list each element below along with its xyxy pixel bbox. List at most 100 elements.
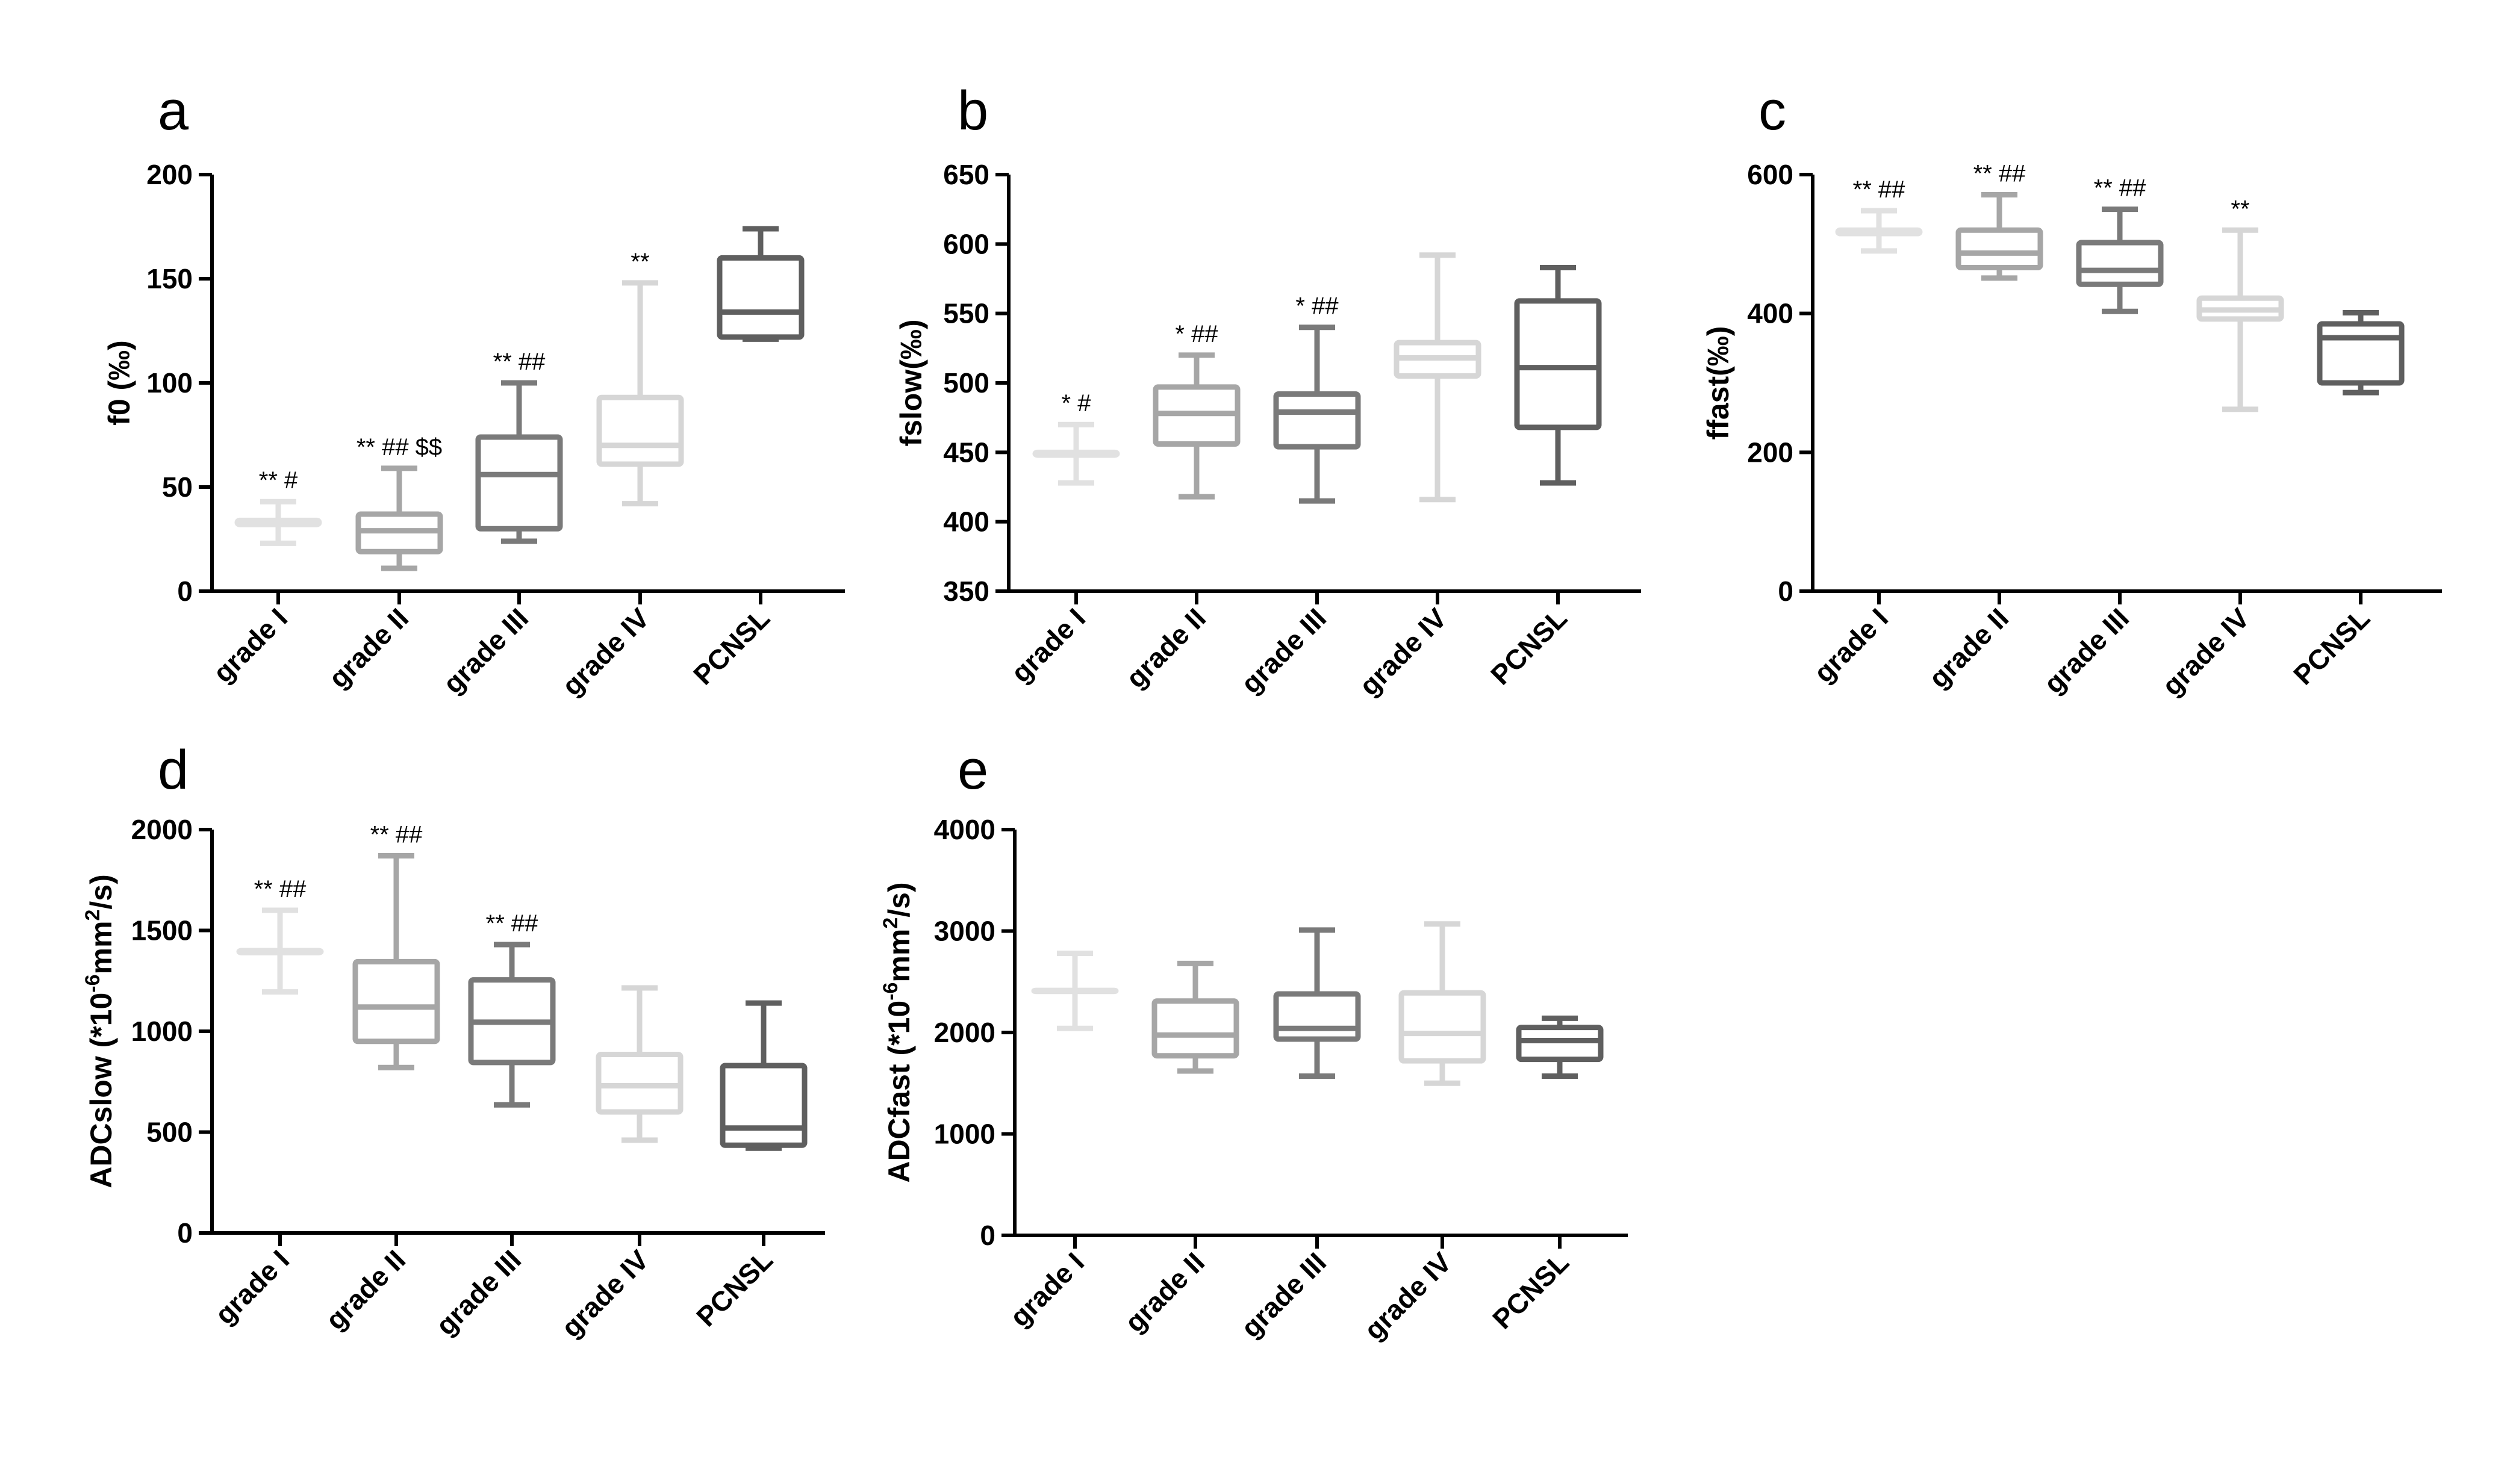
box-grade-ii (1955, 191, 2043, 281)
significance-annotation: ** ## (1973, 160, 2026, 187)
y-tick-label: 200 (1747, 436, 1793, 468)
y-tick-label: 400 (943, 506, 989, 538)
y-tick-label: 500 (146, 1117, 193, 1148)
y-label-part: mm (84, 921, 118, 975)
x-category-label: grade IV (1353, 602, 1453, 701)
x-category-label: grade IV (1358, 1246, 1457, 1346)
significance-annotation: * # (1062, 390, 1092, 417)
x-category-label: PCNSL (1484, 602, 1573, 691)
x-category-label: grade II (323, 602, 414, 694)
x-category-label: grade II (320, 1244, 411, 1335)
significance-annotation: ** (631, 249, 649, 275)
iqr-box (1273, 391, 1361, 450)
x-category-label: PCNSL (1486, 1246, 1575, 1335)
y-tick-label: 0 (177, 1217, 193, 1249)
iqr-box (1516, 1025, 1604, 1063)
iqr-box (720, 1063, 808, 1148)
x-category-label: grade III (430, 1244, 527, 1341)
panel-a: a 0 50 100 150 200 f0 (‰) grade I ** # grade II **… (102, 80, 845, 701)
iqr-box (475, 434, 563, 532)
box-grade-iv (596, 280, 684, 507)
y-tick-label: 500 (943, 367, 989, 399)
panel-d: d 0 500 1000 1500 2000 ADCslow (*10-6mm2/s) gra… (81, 739, 825, 1343)
y-tick-label: 1000 (131, 1016, 193, 1047)
y-axis-label: fslow(‰) (894, 319, 928, 446)
box-pcnsl (720, 1000, 808, 1151)
y-tick-label: 1000 (934, 1119, 995, 1150)
box-grade-iii (2076, 206, 2164, 314)
panel-c: c 0 200 400 600 ffast(‰) grade I ** ## grade II *… (1701, 80, 2442, 701)
box-pcnsl (1516, 1015, 1604, 1079)
iqr-box (1151, 998, 1239, 1059)
x-category-label: PCNSL (690, 1244, 779, 1332)
significance-annotation: ** (2231, 196, 2249, 222)
y-label-part: ADCfast (*10 (882, 1001, 916, 1183)
panel-letter: d (158, 739, 188, 801)
y-tick-label: 550 (943, 298, 989, 329)
panel-letter: a (158, 80, 189, 141)
box-pcnsl (2317, 310, 2405, 396)
panel-e: e 0 1000 2000 3000 4000 ADCfast (*10-6mm2/s) gr… (879, 739, 1628, 1346)
box-grade-iii (468, 942, 556, 1108)
y-tick-label: 2000 (131, 814, 193, 845)
y-label-superscript: -6 (81, 974, 104, 992)
y-tick-label: 600 (1747, 159, 1793, 190)
significance-annotation: ** ## (370, 822, 423, 848)
x-category-label: grade III (1235, 1246, 1332, 1343)
panel-letter: c (1758, 80, 1786, 141)
x-category-label: PCNSL (2287, 602, 2376, 691)
y-axis-label: f0 (‰) (102, 340, 136, 426)
x-category-label: grade I (1808, 602, 1894, 688)
iqr-box (2317, 321, 2405, 386)
box-grade-i (1032, 421, 1120, 486)
box-grade-iv (1394, 252, 1481, 503)
significance-annotation: ** ## (254, 876, 307, 902)
box-grade-iii (475, 380, 563, 544)
x-category-label: grade I (207, 602, 293, 688)
y-tick-label: 100 (146, 367, 193, 399)
box-grade-i (236, 907, 324, 995)
y-tick-label: 200 (146, 159, 193, 190)
y-tick-label: 0 (1778, 576, 1793, 607)
y-label-part: /s) (84, 874, 118, 909)
iqr-box (596, 394, 684, 467)
y-axis-label: ADCfast (*10-6mm2/s) (879, 882, 916, 1182)
y-label-part: /s) (882, 882, 916, 917)
x-category-label: grade IV (556, 602, 655, 701)
significance-annotation: ** ## (486, 910, 538, 937)
iqr-box (2076, 240, 2164, 287)
y-tick-label: 650 (943, 159, 989, 190)
box-grade-iv (2196, 227, 2284, 412)
y-tick-label: 50 (162, 471, 193, 503)
significance-annotation: ** ## (493, 349, 546, 375)
x-category-label: grade II (1119, 1246, 1210, 1338)
iqr-box (1514, 298, 1602, 430)
box-grade-ii (355, 465, 443, 571)
significance-annotation: ** ## (1853, 176, 1905, 203)
y-label-part: ADCslow (*10 (84, 993, 118, 1188)
y-tick-label: 0 (177, 576, 193, 607)
panel-letter: e (958, 739, 988, 801)
iqr-box (352, 958, 440, 1045)
iqr-box (1273, 991, 1361, 1042)
significance-annotation: * ## (1295, 293, 1339, 320)
box-grade-i (1835, 208, 1923, 254)
panel-letter: b (958, 80, 988, 141)
y-label-superscript: 2 (879, 917, 902, 929)
x-category-label: grade III (1235, 602, 1332, 699)
y-tick-label: 3000 (934, 916, 995, 947)
y-tick-label: 4000 (934, 814, 995, 845)
x-category-label: grade I (1005, 602, 1091, 688)
box-grade-iii (1273, 324, 1361, 504)
box-grade-iv (596, 985, 684, 1143)
box-grade-ii (1153, 352, 1241, 500)
y-label-part: mm (882, 929, 916, 983)
box-pcnsl (1514, 265, 1602, 486)
y-tick-label: 0 (980, 1220, 995, 1251)
y-tick-label: 350 (943, 576, 989, 607)
panel-b: b 350 400 450 500 550 600 650 fslow(‰) grade I * #… (894, 80, 1641, 701)
y-tick-label: 600 (943, 228, 989, 259)
x-category-label: grade IV (2156, 602, 2255, 701)
box-grade-i (234, 498, 322, 546)
